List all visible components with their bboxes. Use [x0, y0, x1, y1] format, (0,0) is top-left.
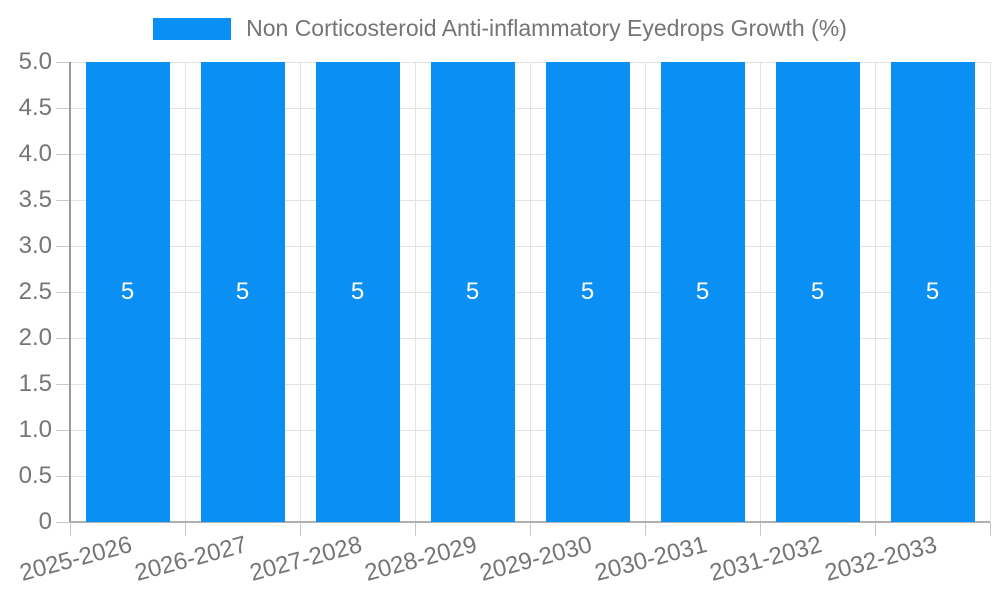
x-axis-tick [300, 522, 301, 536]
x-axis-tick [415, 522, 416, 536]
y-tick-label: 2.0 [18, 324, 52, 351]
y-tick-label: 3.5 [18, 186, 52, 213]
x-axis-tick [760, 522, 761, 536]
y-axis-tick [56, 200, 70, 201]
bar-value-label: 5 [120, 278, 135, 305]
x-gridline [645, 62, 646, 522]
bar-value-label: 5 [350, 278, 365, 305]
x-axis-line [70, 521, 990, 523]
bar-value-label: 5 [580, 278, 595, 305]
x-axis-tick [70, 522, 71, 536]
bar[interactable] [430, 62, 515, 522]
x-tick-label: 2029-2030 [476, 531, 595, 587]
x-gridline [875, 62, 876, 522]
x-tick-label: 2028-2029 [361, 531, 480, 587]
x-gridline [185, 62, 186, 522]
x-axis-tick [875, 522, 876, 536]
bar[interactable] [890, 62, 975, 522]
x-tick-label: 2031-2032 [706, 531, 825, 587]
y-axis-tick [56, 246, 70, 247]
bar-value-label: 5 [695, 278, 710, 305]
x-axis-tick [645, 522, 646, 536]
y-axis-tick [56, 338, 70, 339]
x-tick-label: 2025-2026 [16, 531, 135, 587]
x-axis-tick [185, 522, 186, 536]
y-tick-label: 3.0 [18, 232, 52, 259]
x-gridline [530, 62, 531, 522]
x-gridline [415, 62, 416, 522]
x-gridline [300, 62, 301, 522]
x-gridline [760, 62, 761, 522]
y-tick-label: 0.5 [18, 462, 52, 489]
x-tick-label: 2027-2028 [246, 531, 365, 587]
x-axis-tick [530, 522, 531, 536]
y-tick-label: 1.0 [18, 416, 52, 443]
y-axis-tick [56, 522, 70, 523]
y-axis-tick [56, 292, 70, 293]
bar-value-label: 5 [810, 278, 825, 305]
bar[interactable] [315, 62, 400, 522]
y-axis-tick [56, 108, 70, 109]
bar[interactable] [775, 62, 860, 522]
bar[interactable] [85, 62, 170, 522]
legend-swatch[interactable] [153, 17, 232, 40]
y-axis-tick [56, 430, 70, 431]
y-tick-label: 4.0 [18, 140, 52, 167]
y-axis-line [69, 62, 71, 522]
x-tick-label: 2030-2031 [591, 531, 710, 587]
y-axis-tick [56, 154, 70, 155]
y-tick-label: 0 [38, 508, 52, 535]
y-axis-tick [56, 476, 70, 477]
y-tick-label: 4.5 [18, 94, 52, 121]
y-tick-label: 1.5 [18, 370, 52, 397]
bar[interactable] [545, 62, 630, 522]
y-tick-label: 2.5 [18, 278, 52, 305]
x-axis-tick [990, 522, 991, 536]
bar[interactable] [660, 62, 745, 522]
bar-value-label: 5 [465, 278, 480, 305]
x-gridline [990, 62, 991, 522]
x-tick-label: 2032-2033 [821, 531, 940, 587]
bar[interactable] [200, 62, 285, 522]
y-axis-tick [56, 384, 70, 385]
y-tick-label: 5.0 [18, 48, 52, 75]
y-axis-tick [56, 62, 70, 63]
x-tick-label: 2026-2027 [131, 531, 250, 587]
legend: Non Corticosteroid Anti-inflammatory Eye… [0, 15, 1000, 42]
bar-value-label: 5 [235, 278, 250, 305]
bar-value-label: 5 [925, 278, 940, 305]
legend-label[interactable]: Non Corticosteroid Anti-inflammatory Eye… [246, 15, 847, 41]
